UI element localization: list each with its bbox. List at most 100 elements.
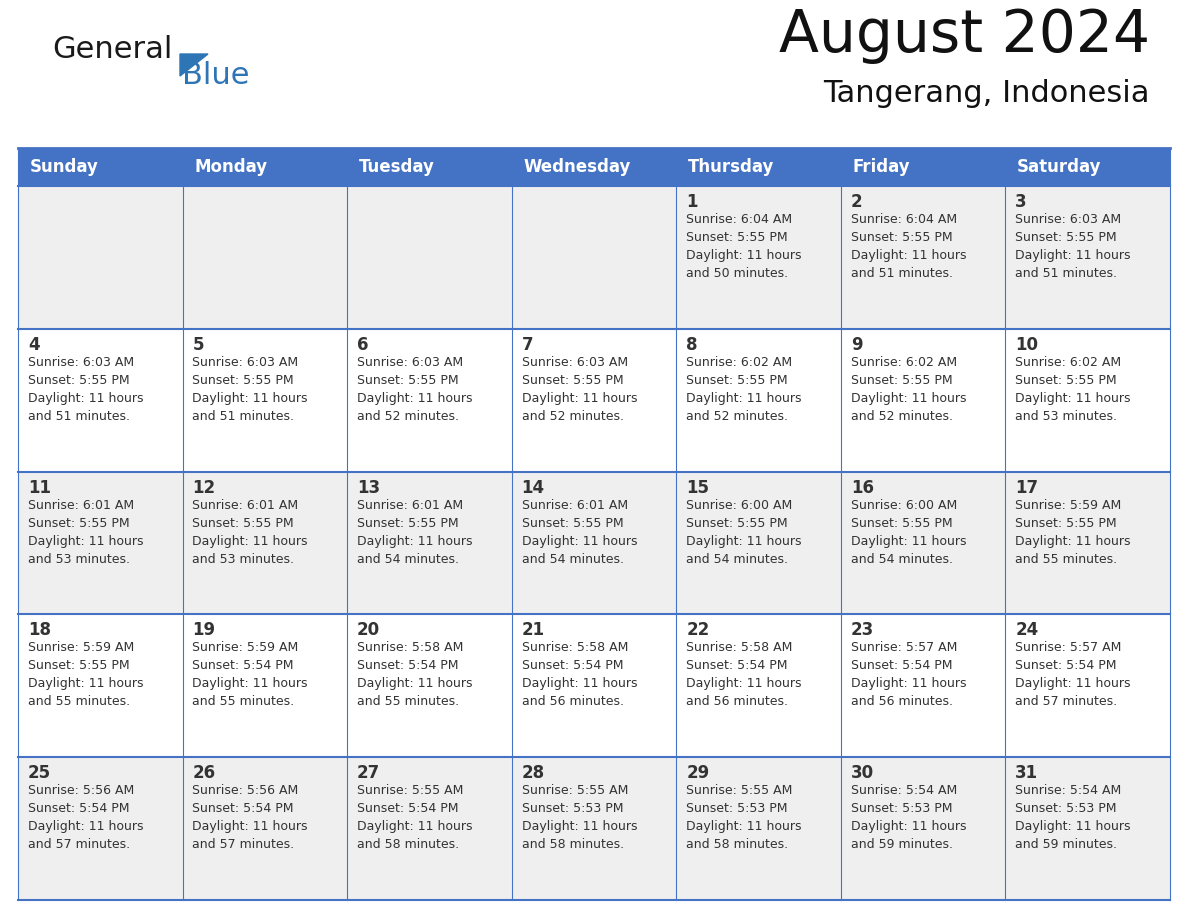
Text: 24: 24: [1016, 621, 1038, 640]
Text: and 52 minutes.: and 52 minutes.: [687, 409, 788, 423]
Text: and 56 minutes.: and 56 minutes.: [522, 696, 624, 709]
Text: and 54 minutes.: and 54 minutes.: [687, 553, 788, 565]
Text: Sunrise: 5:55 AM: Sunrise: 5:55 AM: [687, 784, 792, 797]
Text: Sunrise: 6:01 AM: Sunrise: 6:01 AM: [522, 498, 627, 511]
Text: Daylight: 11 hours: Daylight: 11 hours: [192, 820, 308, 834]
Text: Daylight: 11 hours: Daylight: 11 hours: [27, 534, 144, 548]
Text: 19: 19: [192, 621, 215, 640]
Bar: [18, 148, 183, 186]
Text: 2: 2: [851, 193, 862, 211]
Text: Daylight: 11 hours: Daylight: 11 hours: [851, 820, 966, 834]
Text: and 58 minutes.: and 58 minutes.: [687, 838, 789, 851]
Text: and 53 minutes.: and 53 minutes.: [192, 553, 295, 565]
Text: Sunrise: 6:04 AM: Sunrise: 6:04 AM: [687, 213, 792, 226]
Text: 1: 1: [687, 193, 697, 211]
Text: Sunset: 5:55 PM: Sunset: 5:55 PM: [192, 517, 295, 530]
Bar: [18, 614, 1170, 757]
Text: Sunrise: 5:57 AM: Sunrise: 5:57 AM: [851, 642, 958, 655]
Text: Friday: Friday: [852, 158, 910, 176]
Text: Sunrise: 5:57 AM: Sunrise: 5:57 AM: [1016, 642, 1121, 655]
Text: 5: 5: [192, 336, 204, 353]
Text: Sunrise: 6:02 AM: Sunrise: 6:02 AM: [687, 356, 792, 369]
Text: Sunrise: 5:55 AM: Sunrise: 5:55 AM: [358, 784, 463, 797]
Text: 6: 6: [358, 336, 368, 353]
Text: and 51 minutes.: and 51 minutes.: [1016, 267, 1117, 280]
Text: 9: 9: [851, 336, 862, 353]
Text: Sunset: 5:55 PM: Sunset: 5:55 PM: [27, 517, 129, 530]
Text: 17: 17: [1016, 478, 1038, 497]
Text: Daylight: 11 hours: Daylight: 11 hours: [1016, 820, 1131, 834]
Text: Sunset: 5:54 PM: Sunset: 5:54 PM: [522, 659, 623, 672]
Text: 11: 11: [27, 478, 51, 497]
Text: Sunrise: 6:03 AM: Sunrise: 6:03 AM: [522, 356, 627, 369]
Text: Daylight: 11 hours: Daylight: 11 hours: [27, 820, 144, 834]
Text: Sunset: 5:55 PM: Sunset: 5:55 PM: [27, 374, 129, 386]
Text: Sunset: 5:55 PM: Sunset: 5:55 PM: [192, 374, 295, 386]
Text: and 51 minutes.: and 51 minutes.: [192, 409, 295, 423]
Text: Daylight: 11 hours: Daylight: 11 hours: [687, 820, 802, 834]
Text: Daylight: 11 hours: Daylight: 11 hours: [1016, 249, 1131, 262]
Text: Daylight: 11 hours: Daylight: 11 hours: [358, 392, 473, 405]
Text: Daylight: 11 hours: Daylight: 11 hours: [358, 677, 473, 690]
Text: Sunset: 5:55 PM: Sunset: 5:55 PM: [522, 517, 624, 530]
Text: Daylight: 11 hours: Daylight: 11 hours: [1016, 677, 1131, 690]
Text: and 55 minutes.: and 55 minutes.: [27, 696, 129, 709]
Text: Sunrise: 5:59 AM: Sunrise: 5:59 AM: [27, 642, 134, 655]
Text: Sunset: 5:54 PM: Sunset: 5:54 PM: [192, 659, 293, 672]
Text: and 54 minutes.: and 54 minutes.: [851, 553, 953, 565]
Text: Sunset: 5:54 PM: Sunset: 5:54 PM: [687, 659, 788, 672]
Text: and 51 minutes.: and 51 minutes.: [851, 267, 953, 280]
Text: Sunset: 5:55 PM: Sunset: 5:55 PM: [851, 374, 953, 386]
Text: Sunrise: 6:00 AM: Sunrise: 6:00 AM: [851, 498, 958, 511]
Text: Daylight: 11 hours: Daylight: 11 hours: [358, 820, 473, 834]
Text: and 56 minutes.: and 56 minutes.: [687, 696, 788, 709]
Text: 22: 22: [687, 621, 709, 640]
Text: Daylight: 11 hours: Daylight: 11 hours: [851, 677, 966, 690]
Text: 25: 25: [27, 764, 51, 782]
Text: and 54 minutes.: and 54 minutes.: [358, 553, 459, 565]
Text: 4: 4: [27, 336, 39, 353]
Text: and 52 minutes.: and 52 minutes.: [358, 409, 459, 423]
Text: 16: 16: [851, 478, 873, 497]
Text: 7: 7: [522, 336, 533, 353]
Text: Sunrise: 5:54 AM: Sunrise: 5:54 AM: [851, 784, 958, 797]
Text: Daylight: 11 hours: Daylight: 11 hours: [851, 249, 966, 262]
Text: Daylight: 11 hours: Daylight: 11 hours: [522, 392, 637, 405]
Text: Tuesday: Tuesday: [359, 158, 435, 176]
Bar: [347, 148, 512, 186]
Text: Sunset: 5:54 PM: Sunset: 5:54 PM: [192, 802, 293, 815]
Bar: [512, 148, 676, 186]
Text: Thursday: Thursday: [688, 158, 775, 176]
Text: Sunset: 5:53 PM: Sunset: 5:53 PM: [851, 802, 953, 815]
Text: 15: 15: [687, 478, 709, 497]
Text: 30: 30: [851, 764, 874, 782]
Text: Sunrise: 6:03 AM: Sunrise: 6:03 AM: [358, 356, 463, 369]
Text: Sunset: 5:55 PM: Sunset: 5:55 PM: [687, 231, 788, 244]
Text: 27: 27: [358, 764, 380, 782]
Text: Sunrise: 5:56 AM: Sunrise: 5:56 AM: [27, 784, 134, 797]
Text: Sunrise: 6:04 AM: Sunrise: 6:04 AM: [851, 213, 956, 226]
Text: Sunrise: 6:03 AM: Sunrise: 6:03 AM: [27, 356, 134, 369]
Text: and 58 minutes.: and 58 minutes.: [358, 838, 459, 851]
Bar: [18, 757, 1170, 900]
Text: 20: 20: [358, 621, 380, 640]
Text: Sunset: 5:54 PM: Sunset: 5:54 PM: [358, 802, 459, 815]
Text: Sunday: Sunday: [30, 158, 99, 176]
Text: Sunrise: 5:58 AM: Sunrise: 5:58 AM: [358, 642, 463, 655]
Text: and 57 minutes.: and 57 minutes.: [192, 838, 295, 851]
Text: Daylight: 11 hours: Daylight: 11 hours: [1016, 534, 1131, 548]
Text: and 55 minutes.: and 55 minutes.: [1016, 553, 1118, 565]
Text: Sunrise: 5:55 AM: Sunrise: 5:55 AM: [522, 784, 628, 797]
Text: Sunset: 5:55 PM: Sunset: 5:55 PM: [687, 517, 788, 530]
Text: Daylight: 11 hours: Daylight: 11 hours: [358, 534, 473, 548]
Text: Daylight: 11 hours: Daylight: 11 hours: [27, 392, 144, 405]
Text: and 53 minutes.: and 53 minutes.: [27, 553, 129, 565]
Text: Sunset: 5:53 PM: Sunset: 5:53 PM: [522, 802, 623, 815]
Text: Daylight: 11 hours: Daylight: 11 hours: [522, 820, 637, 834]
Text: Wednesday: Wednesday: [523, 158, 631, 176]
Text: and 59 minutes.: and 59 minutes.: [851, 838, 953, 851]
Text: Daylight: 11 hours: Daylight: 11 hours: [192, 534, 308, 548]
Text: Sunrise: 5:54 AM: Sunrise: 5:54 AM: [1016, 784, 1121, 797]
Text: Sunset: 5:54 PM: Sunset: 5:54 PM: [851, 659, 953, 672]
Bar: [841, 148, 1005, 186]
